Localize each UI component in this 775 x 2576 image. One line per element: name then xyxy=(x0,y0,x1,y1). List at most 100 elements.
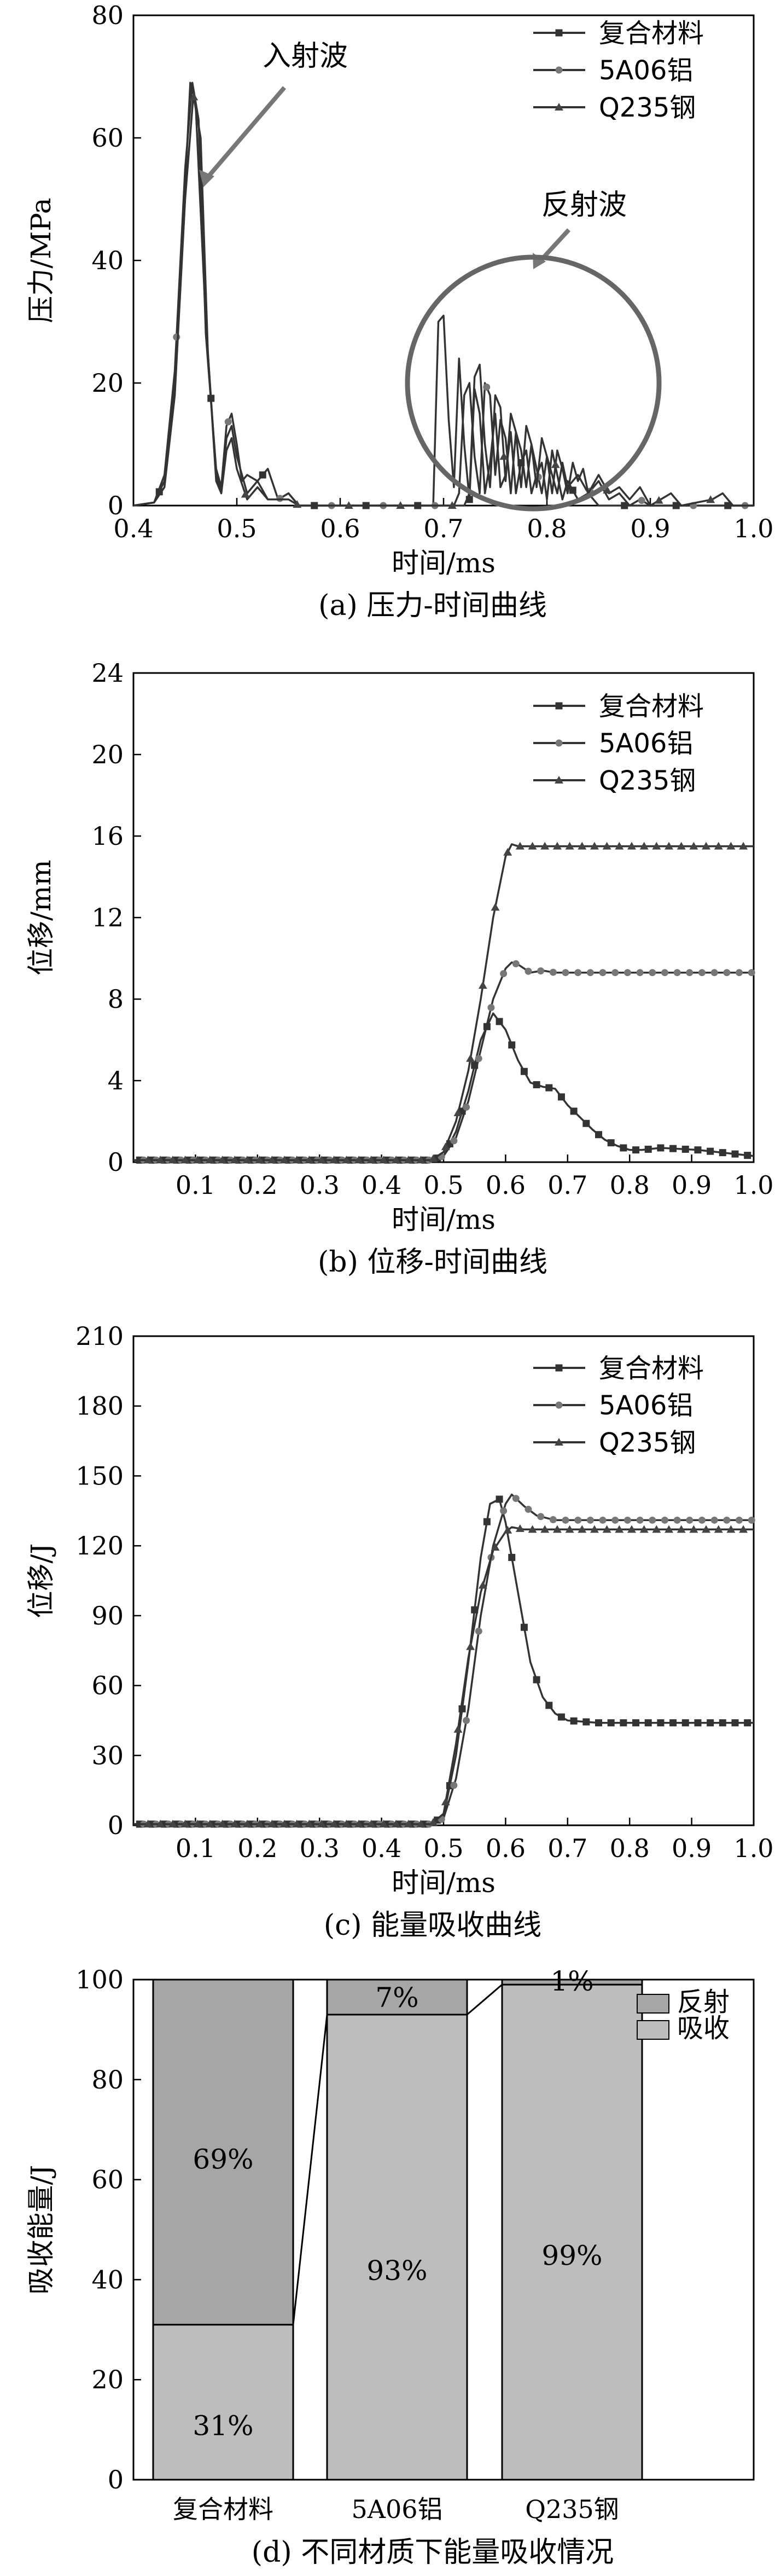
data-point xyxy=(525,967,532,975)
data-point xyxy=(744,1152,751,1159)
data-point xyxy=(156,1819,165,1827)
legend-label: 复合材料 xyxy=(599,691,704,722)
data-point xyxy=(694,1146,702,1154)
series-square xyxy=(133,1495,754,1828)
data-point xyxy=(379,1819,388,1827)
data-point xyxy=(156,1156,165,1164)
data-point xyxy=(475,1055,482,1063)
chart-energy-absorption: 0 30 60 90 120 150 180 210 0.1 0.2 0.3 0.4 0.5 0.6 0.7… xyxy=(25,1321,774,1942)
data-point xyxy=(279,1819,289,1827)
legend-label: 5A06铝 xyxy=(599,55,693,86)
data-point xyxy=(512,960,520,967)
data-point xyxy=(731,1719,739,1727)
legend-label: Q235钢 xyxy=(599,765,696,796)
y-tick-label: 90 xyxy=(91,1601,124,1631)
data-point xyxy=(595,1719,602,1727)
y-tick-label: 0 xyxy=(108,2465,124,2494)
y-tick-label: 8 xyxy=(108,984,124,1014)
series-square xyxy=(133,1012,754,1164)
x-tick-label: 1.0 xyxy=(733,514,773,543)
chart-caption: (a) 压力-时间曲线 xyxy=(318,589,547,622)
data-point xyxy=(627,842,636,850)
data-point xyxy=(590,842,599,850)
data-point xyxy=(624,1516,631,1524)
data-point xyxy=(611,1516,619,1524)
data-point xyxy=(698,1516,706,1524)
data-point xyxy=(673,969,681,977)
data-point xyxy=(292,1819,301,1827)
data-point xyxy=(638,497,645,504)
x-tick-label: 0.5 xyxy=(423,1170,463,1200)
legend-label: 复合材料 xyxy=(599,1353,704,1384)
x-tick-label: 0.9 xyxy=(672,1170,712,1200)
bar-absorbed xyxy=(501,1983,643,2481)
y-tick-label: 0 xyxy=(108,491,124,520)
data-point xyxy=(515,842,525,850)
legend-marker xyxy=(555,1401,563,1409)
data-point xyxy=(665,842,674,850)
data-point xyxy=(639,1525,649,1533)
data-point xyxy=(661,969,668,977)
x-tick-label: 0.7 xyxy=(547,1834,587,1863)
legend-label: Q235钢 xyxy=(599,92,696,123)
data-point xyxy=(500,970,508,977)
x-tick-label: 0.6 xyxy=(486,1834,526,1863)
data-point xyxy=(595,1131,602,1139)
data-point xyxy=(205,1819,214,1827)
data-point xyxy=(652,842,661,850)
y-tick-label: 150 xyxy=(75,1461,124,1490)
x-tick-label: 0.8 xyxy=(527,514,567,543)
data-point xyxy=(603,486,612,494)
y-tick-label: 40 xyxy=(91,246,124,275)
data-point xyxy=(657,1719,665,1727)
data-point xyxy=(168,1156,177,1164)
legend-marker xyxy=(555,103,563,111)
data-point xyxy=(193,1156,202,1164)
annotation-circle xyxy=(405,254,662,512)
data-point xyxy=(450,1782,458,1789)
data-point xyxy=(644,1145,652,1153)
data-point xyxy=(475,1627,482,1635)
data-point xyxy=(551,460,560,468)
series-circle xyxy=(133,1493,755,1828)
data-point xyxy=(292,1156,301,1164)
series-line xyxy=(133,1498,754,1825)
data-point xyxy=(686,1516,694,1524)
data-point xyxy=(143,1819,153,1827)
data-point xyxy=(557,1713,565,1721)
data-point xyxy=(657,1144,665,1152)
data-point xyxy=(669,1145,677,1152)
data-point xyxy=(366,1819,376,1827)
data-point xyxy=(230,1819,240,1827)
bar-label-reflected: 7% xyxy=(375,1982,418,2014)
data-point xyxy=(677,1525,686,1533)
x-tick-label: 0.9 xyxy=(672,1834,712,1863)
x-axis-title: 时间/ms xyxy=(392,1204,496,1235)
data-point xyxy=(649,969,656,977)
data-point xyxy=(582,1718,590,1726)
legend-marker xyxy=(555,1438,563,1446)
data-point xyxy=(463,1103,470,1111)
category-label: 复合材料 xyxy=(173,2494,273,2524)
data-point xyxy=(404,1819,413,1827)
data-point xyxy=(706,495,715,503)
data-point xyxy=(565,842,574,850)
data-point xyxy=(574,1516,582,1524)
data-point xyxy=(453,1725,463,1733)
x-tick-label: 0.5 xyxy=(217,514,257,543)
bar-absorbed xyxy=(152,2324,294,2481)
data-point xyxy=(545,1084,553,1092)
data-point xyxy=(698,969,706,977)
y-tick-label: 120 xyxy=(75,1531,124,1560)
data-point xyxy=(483,383,491,391)
y-tick-label: 180 xyxy=(75,1391,124,1421)
data-point xyxy=(508,1553,516,1561)
data-point xyxy=(565,1525,574,1533)
data-point xyxy=(508,1041,516,1049)
data-point xyxy=(453,1108,463,1116)
x-tick-label: 0.7 xyxy=(423,514,463,543)
data-point xyxy=(441,1797,450,1806)
x-tick-label: 0.3 xyxy=(300,1834,340,1863)
category-label: 5A06铝 xyxy=(351,2494,442,2524)
x-tick-label: 0.1 xyxy=(176,1170,215,1200)
